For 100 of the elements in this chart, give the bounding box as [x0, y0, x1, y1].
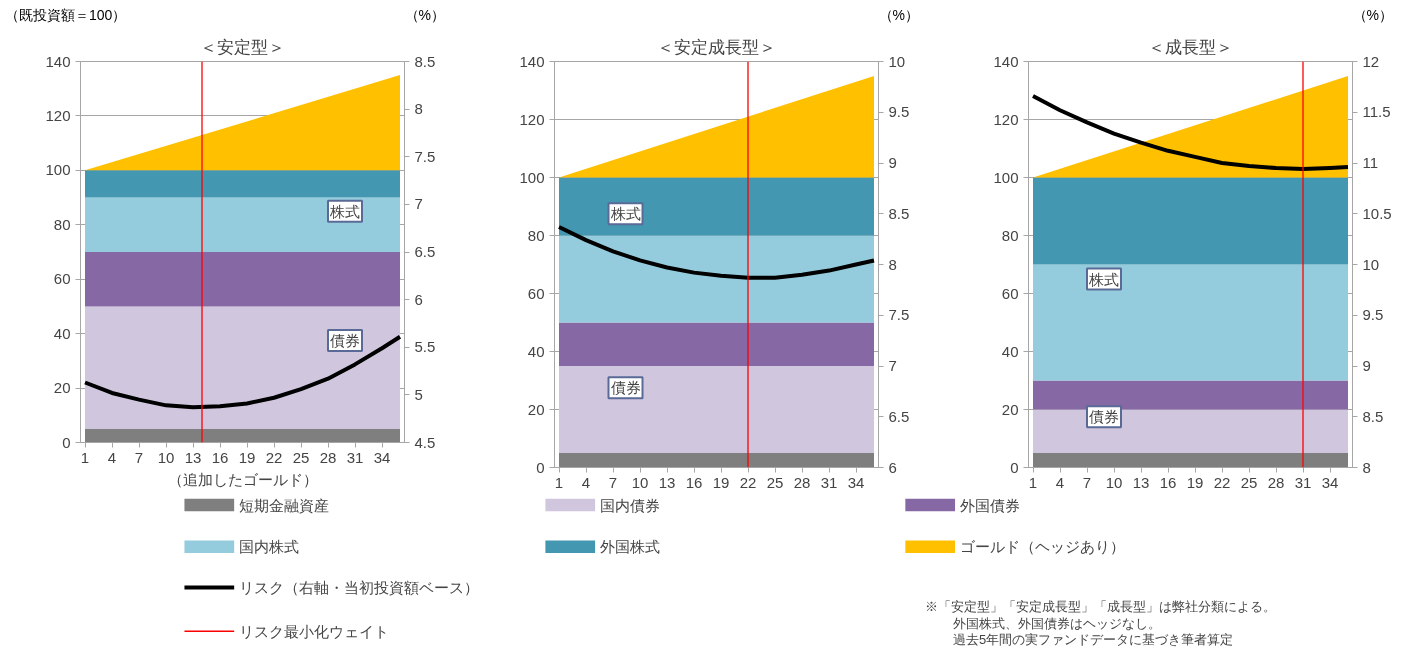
line-series — [557, 224, 876, 280]
y2-axis-title: （%） — [1352, 6, 1393, 25]
text: 外国株式、外国債券はヘッジなし。 — [953, 615, 1162, 631]
x-tick-label: 19 — [1186, 473, 1204, 491]
y2-tick-label: 6.5 — [888, 407, 910, 425]
legend-label: 外国債券 — [960, 496, 1021, 514]
x-tick-label: 13 — [184, 448, 202, 466]
y2-tick-label: 11.5 — [1362, 103, 1391, 121]
legend-label: 国内債券 — [600, 496, 661, 514]
y2-tick-label: 8 — [888, 255, 897, 273]
legend-label: ゴールド（ヘッジあり） — [960, 538, 1126, 556]
x-tick-label: 10 — [631, 473, 649, 491]
chart-title: ＜安定成長型＞ — [657, 37, 776, 57]
y2-tick-label: 12 — [1362, 52, 1380, 70]
y-tick-label: 60 — [53, 270, 71, 288]
x-tick-label: 22 — [739, 473, 757, 491]
y-tick-label: 20 — [1001, 400, 1019, 418]
y2-tick-label: 9 — [1362, 357, 1371, 374]
x-tick-label: 13 — [658, 473, 676, 491]
y2-tick-label: 5 — [414, 385, 423, 403]
y-tick-label: 60 — [1001, 284, 1019, 302]
y2-tick-label: 10.5 — [1362, 204, 1392, 222]
y2-tick-label: 9 — [888, 154, 897, 171]
y2-axis-title: （%） — [404, 6, 445, 25]
y-tick-label: 0 — [62, 433, 71, 451]
x-tick-label: 7 — [608, 473, 618, 491]
y2-tick-label: 8 — [414, 100, 423, 118]
y2-tick-label: 7 — [414, 195, 423, 213]
y2-tick-label: 6 — [414, 290, 423, 308]
y2-tick-label: 6 — [888, 458, 897, 476]
y-tick-label: 100 — [45, 161, 71, 179]
legend-label: リスク最小化ウェイト — [239, 622, 390, 640]
y-tick-label: 60 — [527, 284, 545, 302]
x-tick-label: 4 — [1055, 473, 1065, 491]
chart-title: ＜成長型＞ — [1148, 37, 1233, 57]
y2-tick-label: 10 — [888, 52, 906, 70]
y-tick-label: 140 — [45, 52, 71, 70]
y2-tick-label: 6.5 — [414, 243, 436, 260]
x-tick-label: 31 — [346, 448, 364, 466]
y-tick-label: 40 — [1001, 342, 1019, 360]
y2-axis-title: （%） — [878, 6, 919, 25]
x-tick-label: 22 — [265, 448, 283, 466]
y2-tick-label: 9.5 — [1362, 306, 1384, 324]
y-tick-label: 80 — [1001, 226, 1019, 244]
y2-tick-label: 4.5 — [414, 433, 436, 451]
x-tick-label: 31 — [820, 473, 838, 491]
y-tick-label: 40 — [53, 324, 71, 342]
x-tick-label: 1 — [554, 473, 564, 491]
x-tick-label: 22 — [1213, 473, 1231, 491]
y-tick-label: 120 — [45, 106, 71, 124]
x-tick-label: 34 — [1321, 473, 1339, 491]
y2-tick-label: 8.5 — [888, 204, 910, 222]
x-tick-label: 31 — [1294, 473, 1312, 491]
y-axis-title: （既投資額＝100） — [5, 6, 127, 25]
legend-label: 短期金融資産 — [239, 496, 330, 514]
legend-label: 国内株式 — [239, 538, 300, 556]
line-series — [83, 334, 402, 410]
x-tick-label: 19 — [712, 473, 730, 491]
y-tick-label: 100 — [993, 168, 1019, 186]
x-tick-label: 34 — [373, 448, 391, 466]
x-tick-label: 16 — [1159, 473, 1177, 491]
y-tick-label: 20 — [527, 400, 545, 418]
x-tick-label: 4 — [107, 448, 117, 466]
annotation: 株式 — [609, 205, 641, 223]
annotation: 債券 — [330, 331, 360, 349]
y-tick-label: 20 — [53, 379, 71, 397]
y2-tick-label: 11 — [1362, 154, 1379, 171]
x-tick-label: 7 — [134, 448, 144, 466]
x-tick-label: 4 — [581, 473, 591, 491]
x-tick-label: 7 — [1082, 473, 1092, 491]
text: 過去5年間の実ファンドデータに基づき筆者算定 — [953, 632, 1234, 648]
y2-tick-label: 8 — [1362, 458, 1371, 476]
legend-label: 外国株式 — [600, 538, 661, 556]
y2-tick-label: 8.5 — [414, 52, 436, 70]
y-tick-label: 140 — [519, 52, 545, 70]
x-tick-label: 25 — [766, 473, 784, 491]
chart-title: ＜安定型＞ — [200, 37, 285, 57]
line-series — [1031, 94, 1350, 172]
x-axis-title: （追加したゴールド） — [167, 470, 318, 488]
x-tick-label: 25 — [1240, 473, 1258, 491]
y-tick-label: 0 — [536, 458, 545, 476]
x-tick-label: 10 — [157, 448, 175, 466]
y-tick-label: 80 — [53, 215, 71, 233]
text: ※「安定型」「安定成長型」「成長型」は弊社分類による。 — [925, 599, 1277, 615]
x-tick-label: 1 — [1028, 473, 1038, 491]
y-tick-label: 40 — [527, 342, 545, 360]
legend-label: リスク（右軸・当初投資額ベース） — [239, 579, 480, 597]
y-tick-label: 120 — [993, 110, 1019, 128]
x-tick-label: 28 — [1267, 473, 1285, 491]
y2-tick-label: 8.5 — [1362, 407, 1384, 425]
x-tick-label: 28 — [319, 448, 337, 466]
x-tick-label: 19 — [238, 448, 256, 466]
x-tick-label: 1 — [80, 448, 90, 466]
annotation: 債券 — [1089, 408, 1119, 426]
x-tick-label: 25 — [292, 448, 310, 466]
annotation: 株式 — [329, 202, 360, 220]
annotation: 株式 — [1088, 270, 1119, 288]
y-tick-label: 0 — [1010, 458, 1019, 476]
y2-tick-label: 7 — [888, 357, 897, 374]
x-tick-label: 28 — [793, 473, 811, 491]
